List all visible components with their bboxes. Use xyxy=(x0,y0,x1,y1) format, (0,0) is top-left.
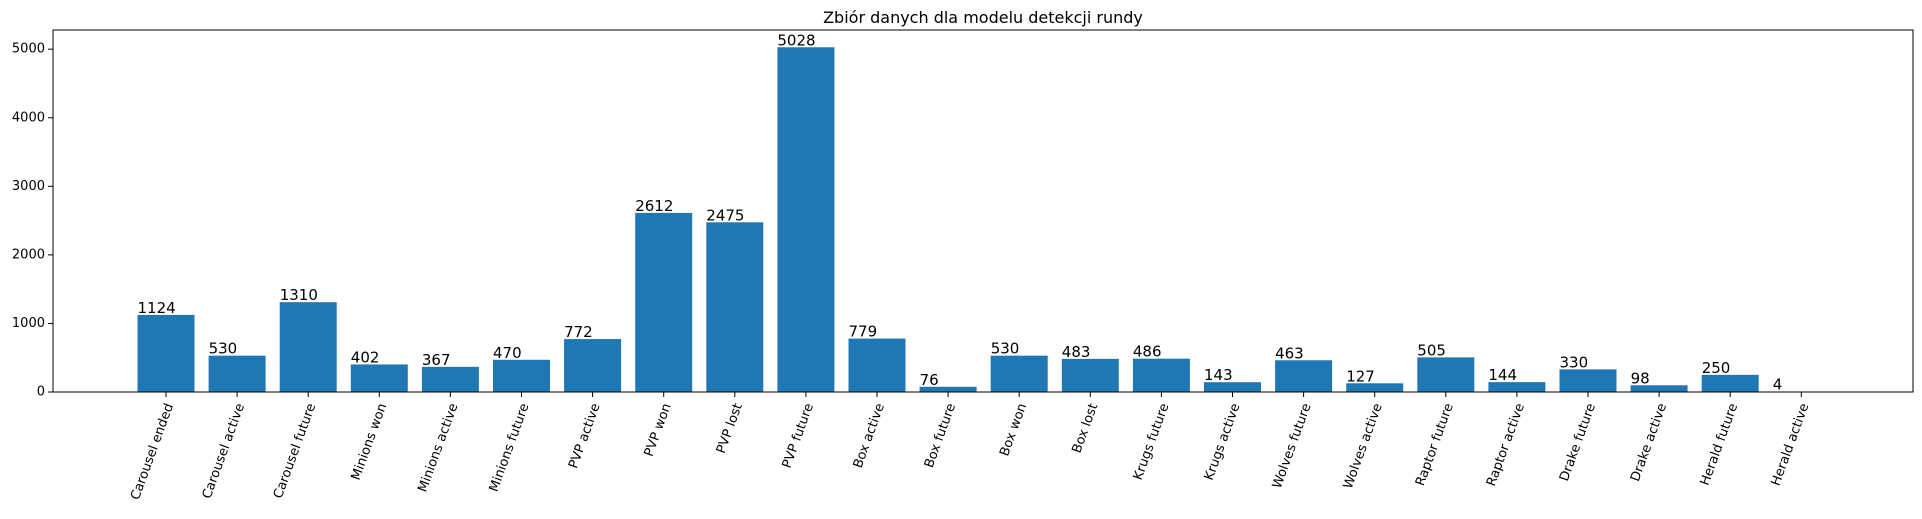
bar-1 xyxy=(208,355,266,392)
y-tick-label-4: 4000 xyxy=(12,110,45,125)
bar-16 xyxy=(1275,360,1333,392)
data-label-0: 1124 xyxy=(138,299,176,317)
x-tick-label-11: Box future xyxy=(922,401,959,470)
bar-15 xyxy=(1204,382,1261,392)
data-label-16: 463 xyxy=(1275,344,1304,362)
bar-4 xyxy=(421,366,479,392)
data-label-14: 486 xyxy=(1133,343,1162,361)
data-label-3: 402 xyxy=(351,348,380,366)
bar-11 xyxy=(919,386,977,392)
bar-19 xyxy=(1488,382,1546,392)
data-label-23: 4 xyxy=(1773,376,1783,394)
x-axis: Carousel ended Carousel active Carousel fu… xyxy=(128,392,1812,502)
x-tick-label-19: Raptor active xyxy=(1484,401,1528,488)
bar-3 xyxy=(350,364,408,392)
data-label-12: 530 xyxy=(991,340,1020,358)
data-label-2: 1310 xyxy=(280,286,318,304)
y-tick-label-0: 0 xyxy=(37,385,45,400)
x-tick-label-6: PVP active xyxy=(566,401,603,470)
x-tick-label-20: Drake future xyxy=(1557,401,1599,483)
x-tick-label-0: Carousel ended xyxy=(128,401,177,502)
data-label-15: 143 xyxy=(1204,366,1233,384)
x-tick-label-9: PVP future xyxy=(780,401,817,470)
x-tick-label-15: Krugs active xyxy=(1202,401,1244,482)
data-label-13: 483 xyxy=(1062,343,1091,361)
x-tick-label-13: Box lost xyxy=(1070,401,1102,455)
x-tick-label-5: Minions future xyxy=(487,401,533,494)
bar-2 xyxy=(279,302,337,392)
bar-7 xyxy=(635,212,693,392)
bar-21 xyxy=(1630,385,1688,392)
x-tick-label-22: Herald future xyxy=(1698,401,1742,487)
bar-6 xyxy=(564,339,622,392)
bar-9 xyxy=(777,47,835,392)
x-tick-label-8: PVP lost xyxy=(714,401,746,455)
bar-8 xyxy=(706,222,764,392)
x-tick-label-12: Box won xyxy=(997,401,1030,458)
data-label-20: 330 xyxy=(1560,353,1589,371)
x-tick-label-16: Wolves future xyxy=(1270,401,1315,490)
x-tick-label-4: Minions active xyxy=(415,401,461,494)
y-tick-label-3: 3000 xyxy=(12,179,45,194)
data-label-21: 98 xyxy=(1631,369,1650,387)
data-label-10: 779 xyxy=(849,323,878,341)
bar-20 xyxy=(1559,369,1617,393)
data-label-18: 505 xyxy=(1417,341,1446,359)
bar-22 xyxy=(1701,374,1759,392)
data-label-1: 530 xyxy=(209,340,238,358)
data-labels-group: 1124 530 1310 402 367 470 772 2612 2475 5028 779 76… xyxy=(138,31,1783,393)
bar-5 xyxy=(493,359,550,392)
data-label-19: 144 xyxy=(1488,366,1517,384)
x-tick-label-7: PVP won xyxy=(642,401,675,458)
data-label-4: 367 xyxy=(422,351,451,369)
bar-10 xyxy=(848,338,906,392)
y-tick-label-5: 5000 xyxy=(12,42,45,57)
data-label-9: 5028 xyxy=(777,31,815,49)
data-label-8: 2475 xyxy=(706,206,744,224)
bar-13 xyxy=(1061,358,1119,392)
y-tick-label-1: 1000 xyxy=(12,316,45,331)
bar-14 xyxy=(1132,358,1190,392)
data-label-17: 127 xyxy=(1346,367,1375,385)
bar-17 xyxy=(1346,383,1404,392)
data-label-22: 250 xyxy=(1702,359,1731,377)
x-tick-label-14: Krugs future xyxy=(1131,401,1173,482)
x-tick-label-1: Carousel active xyxy=(200,401,248,500)
bar-18 xyxy=(1417,357,1475,392)
data-label-5: 470 xyxy=(493,344,522,362)
bars-group xyxy=(137,47,1830,393)
chart-title: Zbiór danych dla modelu detekcji rundy xyxy=(823,8,1143,27)
x-tick-label-23: Herald active xyxy=(1769,401,1813,488)
y-tick-label-2: 2000 xyxy=(12,247,45,262)
x-tick-label-2: Carousel future xyxy=(271,401,319,500)
x-tick-label-10: Box active xyxy=(851,401,888,470)
x-tick-label-21: Drake active xyxy=(1628,401,1670,483)
x-tick-label-3: Minions won xyxy=(349,401,391,482)
x-tick-label-17: Wolves active xyxy=(1341,401,1386,490)
y-axis: 0 1000 2000 3000 4000 5000 xyxy=(12,42,53,400)
bar-12 xyxy=(990,355,1048,392)
x-tick-label-18: Raptor future xyxy=(1413,401,1457,488)
bar-0 xyxy=(137,314,195,392)
plot-frame xyxy=(52,29,1914,393)
data-label-11: 76 xyxy=(920,371,939,389)
data-label-7: 2612 xyxy=(635,197,673,215)
data-label-6: 772 xyxy=(564,323,593,341)
